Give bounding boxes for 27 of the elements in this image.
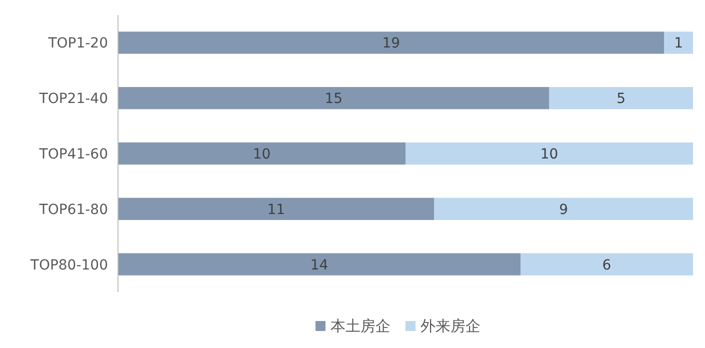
legend-label: 本土房企 <box>330 317 390 335</box>
bar <box>434 198 693 220</box>
y-tick-label: TOP41-60 <box>38 146 108 162</box>
data-label: 6 <box>602 257 612 274</box>
data-label: 1 <box>674 36 684 52</box>
bar <box>664 32 693 54</box>
data-label: 14 <box>310 257 328 274</box>
y-tick-label: TOP21-40 <box>38 91 108 108</box>
data-label: 10 <box>540 146 558 162</box>
y-tick-label: TOP1-20 <box>47 36 108 52</box>
bar <box>118 253 520 276</box>
y-tick-label: TOP61-80 <box>38 202 108 218</box>
bar <box>549 87 693 110</box>
legend-label: 外来房企 <box>420 317 480 335</box>
data-label: 9 <box>559 202 568 218</box>
bar <box>406 142 693 165</box>
y-tick-label: TOP80-100 <box>29 257 108 274</box>
bar <box>520 253 693 276</box>
data-label: 11 <box>267 202 286 218</box>
bar <box>118 142 406 165</box>
data-label: 10 <box>252 146 271 162</box>
data-label: 19 <box>382 36 400 52</box>
data-label: 5 <box>616 91 626 108</box>
bar <box>118 32 664 54</box>
data-label: 15 <box>324 91 343 108</box>
bar <box>118 198 434 220</box>
bar <box>118 87 550 110</box>
